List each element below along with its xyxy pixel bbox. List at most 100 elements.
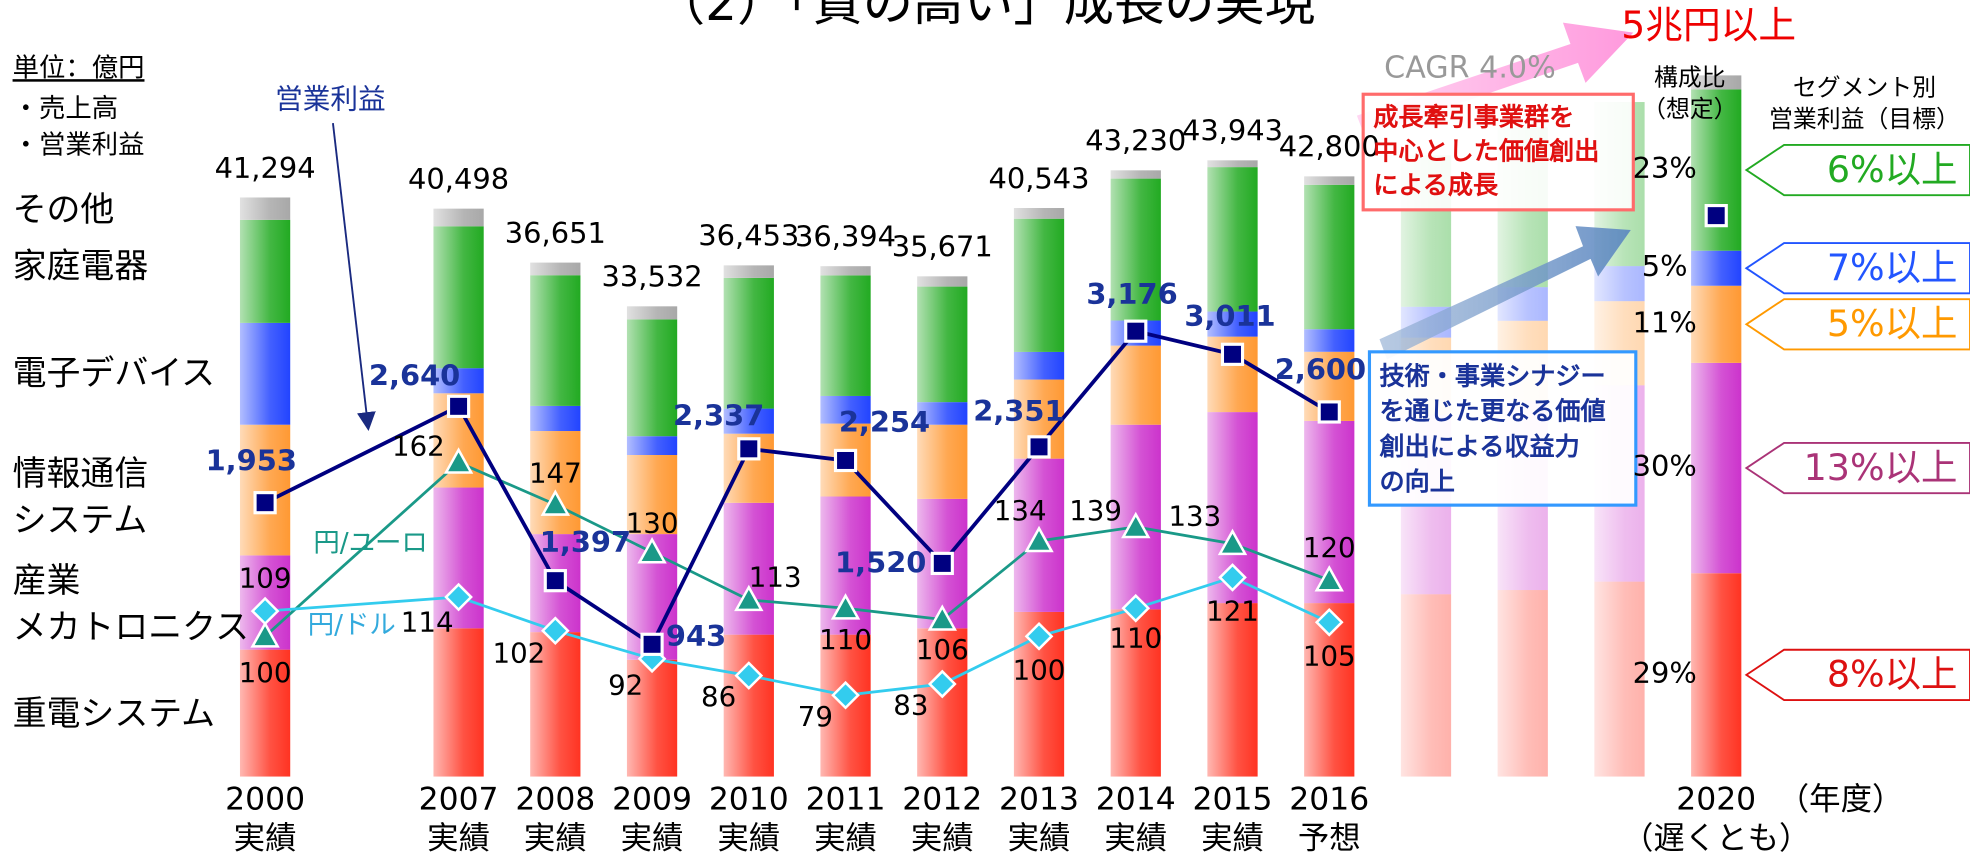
bar-segment [530,262,581,276]
x-tick-label: 2010 [709,781,789,817]
bar-segment [1110,178,1161,321]
bar-segment [1110,609,1161,777]
x-sub-label: 実績 [1008,820,1071,856]
x-sub-label: 実績 [717,820,780,856]
bar-segment [820,395,871,424]
target-label: 5%以上 [1827,302,1958,345]
target-total: 5兆円以上 [1621,3,1796,47]
growth-box [1361,92,1635,212]
line-value-label: 109 [239,562,292,595]
composition-title: 構成比 （想定） [1642,64,1738,124]
line-value-label: 113 [749,560,802,593]
x-tick-label: 2000 [225,781,305,817]
bar-segment [626,436,678,456]
bar-segment [1691,362,1742,574]
total-label: 36,453 [698,219,799,253]
marker [1121,511,1151,539]
profit-line-name: 営業利益 [275,83,386,116]
x-sub-label: 実績 [524,820,587,856]
total-label: 40,498 [408,162,509,196]
target-label: 13%以上 [1804,446,1958,489]
segment-name: 家庭電器 [12,247,149,287]
target-box [1744,648,1970,701]
total-label: 33,532 [602,260,703,294]
composition-label: 29% [1633,656,1697,690]
bar-segment [433,628,484,777]
bar-segment [917,628,968,777]
bar-segment [626,319,678,437]
target-box [1744,143,1970,197]
composition-label: 30% [1633,449,1697,483]
x-tick-label: 2020 [1676,781,1756,817]
euro-line-name: 円/ユーロ [313,529,427,559]
unit-item: ・営業利益 [12,129,145,160]
line-value-label: 139 [1069,494,1122,527]
marker [830,593,861,620]
line-value-label: 92 [608,668,643,701]
marker [253,491,277,515]
marker [637,537,667,564]
total-label: 42,800 [1279,130,1380,164]
marker [1024,525,1054,553]
bar-segment [1691,573,1742,777]
bar-segment [1013,208,1065,219]
line-value-label: 147 [529,456,582,489]
line-value-label: 100 [1013,654,1066,687]
x-unit-label: （年度） [1778,781,1904,817]
marker [737,437,761,461]
line-value-label: 162 [392,429,445,462]
line-value-label: 133 [1168,499,1221,532]
marker [1704,204,1728,228]
marker [1314,565,1344,592]
line-value-label: 130 [626,507,679,540]
segment-name: 電子デバイス [12,354,216,394]
composition-label: 5% [1642,249,1688,283]
line-value-label: 114 [401,605,454,638]
dollar-line-name: 円/ドル [308,610,396,640]
marker [1027,435,1051,459]
unit-item: ・売上高 [12,92,119,124]
line-value-label: 2,600 [1275,353,1366,387]
marker [927,669,957,699]
bar-segment [239,424,291,556]
x-sub-label: 実績 [234,820,297,856]
line-value-label: 134 [994,494,1047,527]
bar-segment [1110,170,1161,179]
title: （2）「質の高い」成長の実現 [654,0,1316,33]
x-tick-label: 2008 [515,781,595,817]
total-label: 36,394 [795,220,896,254]
bar-segment [723,634,774,777]
marker [250,621,280,648]
line-value-label: 110 [819,623,872,656]
line-value-label: 3,176 [1086,277,1177,311]
line-value-label: 100 [239,656,292,689]
composition-label: 11% [1633,305,1697,339]
target-label: 8%以上 [1827,653,1958,696]
labels: 2000実績41,2942007実績40,4982008実績36,6512009… [206,114,1970,856]
bar-segment [239,322,291,425]
bar-segment [723,502,774,635]
marker [543,569,567,593]
x-tick-label: 2016 [1289,781,1369,817]
target-label: 6%以上 [1827,148,1958,191]
bar-segment [433,226,484,369]
line-value-label: 1,520 [835,546,926,580]
segment-name: 重電システム [12,694,216,734]
line-value-label: 106 [916,633,969,666]
line-value-label: 2,351 [973,394,1064,428]
synergy-arrow [1379,226,1631,360]
bar-segment [530,275,581,406]
x-tick-label: 2012 [902,781,982,817]
bar-segment [1207,311,1258,337]
x-tick-label: 2009 [612,781,692,817]
total-label: 41,294 [215,151,316,185]
line-value-label: 110 [1109,622,1162,655]
x-tick-label: 2015 [1193,781,1273,817]
line-value-label: 121 [1206,595,1259,628]
marker [1121,593,1151,623]
total-label: 36,651 [505,216,606,250]
unit-note: 単位：億円 [12,52,145,83]
x-tick-label: 2013 [999,781,1079,817]
